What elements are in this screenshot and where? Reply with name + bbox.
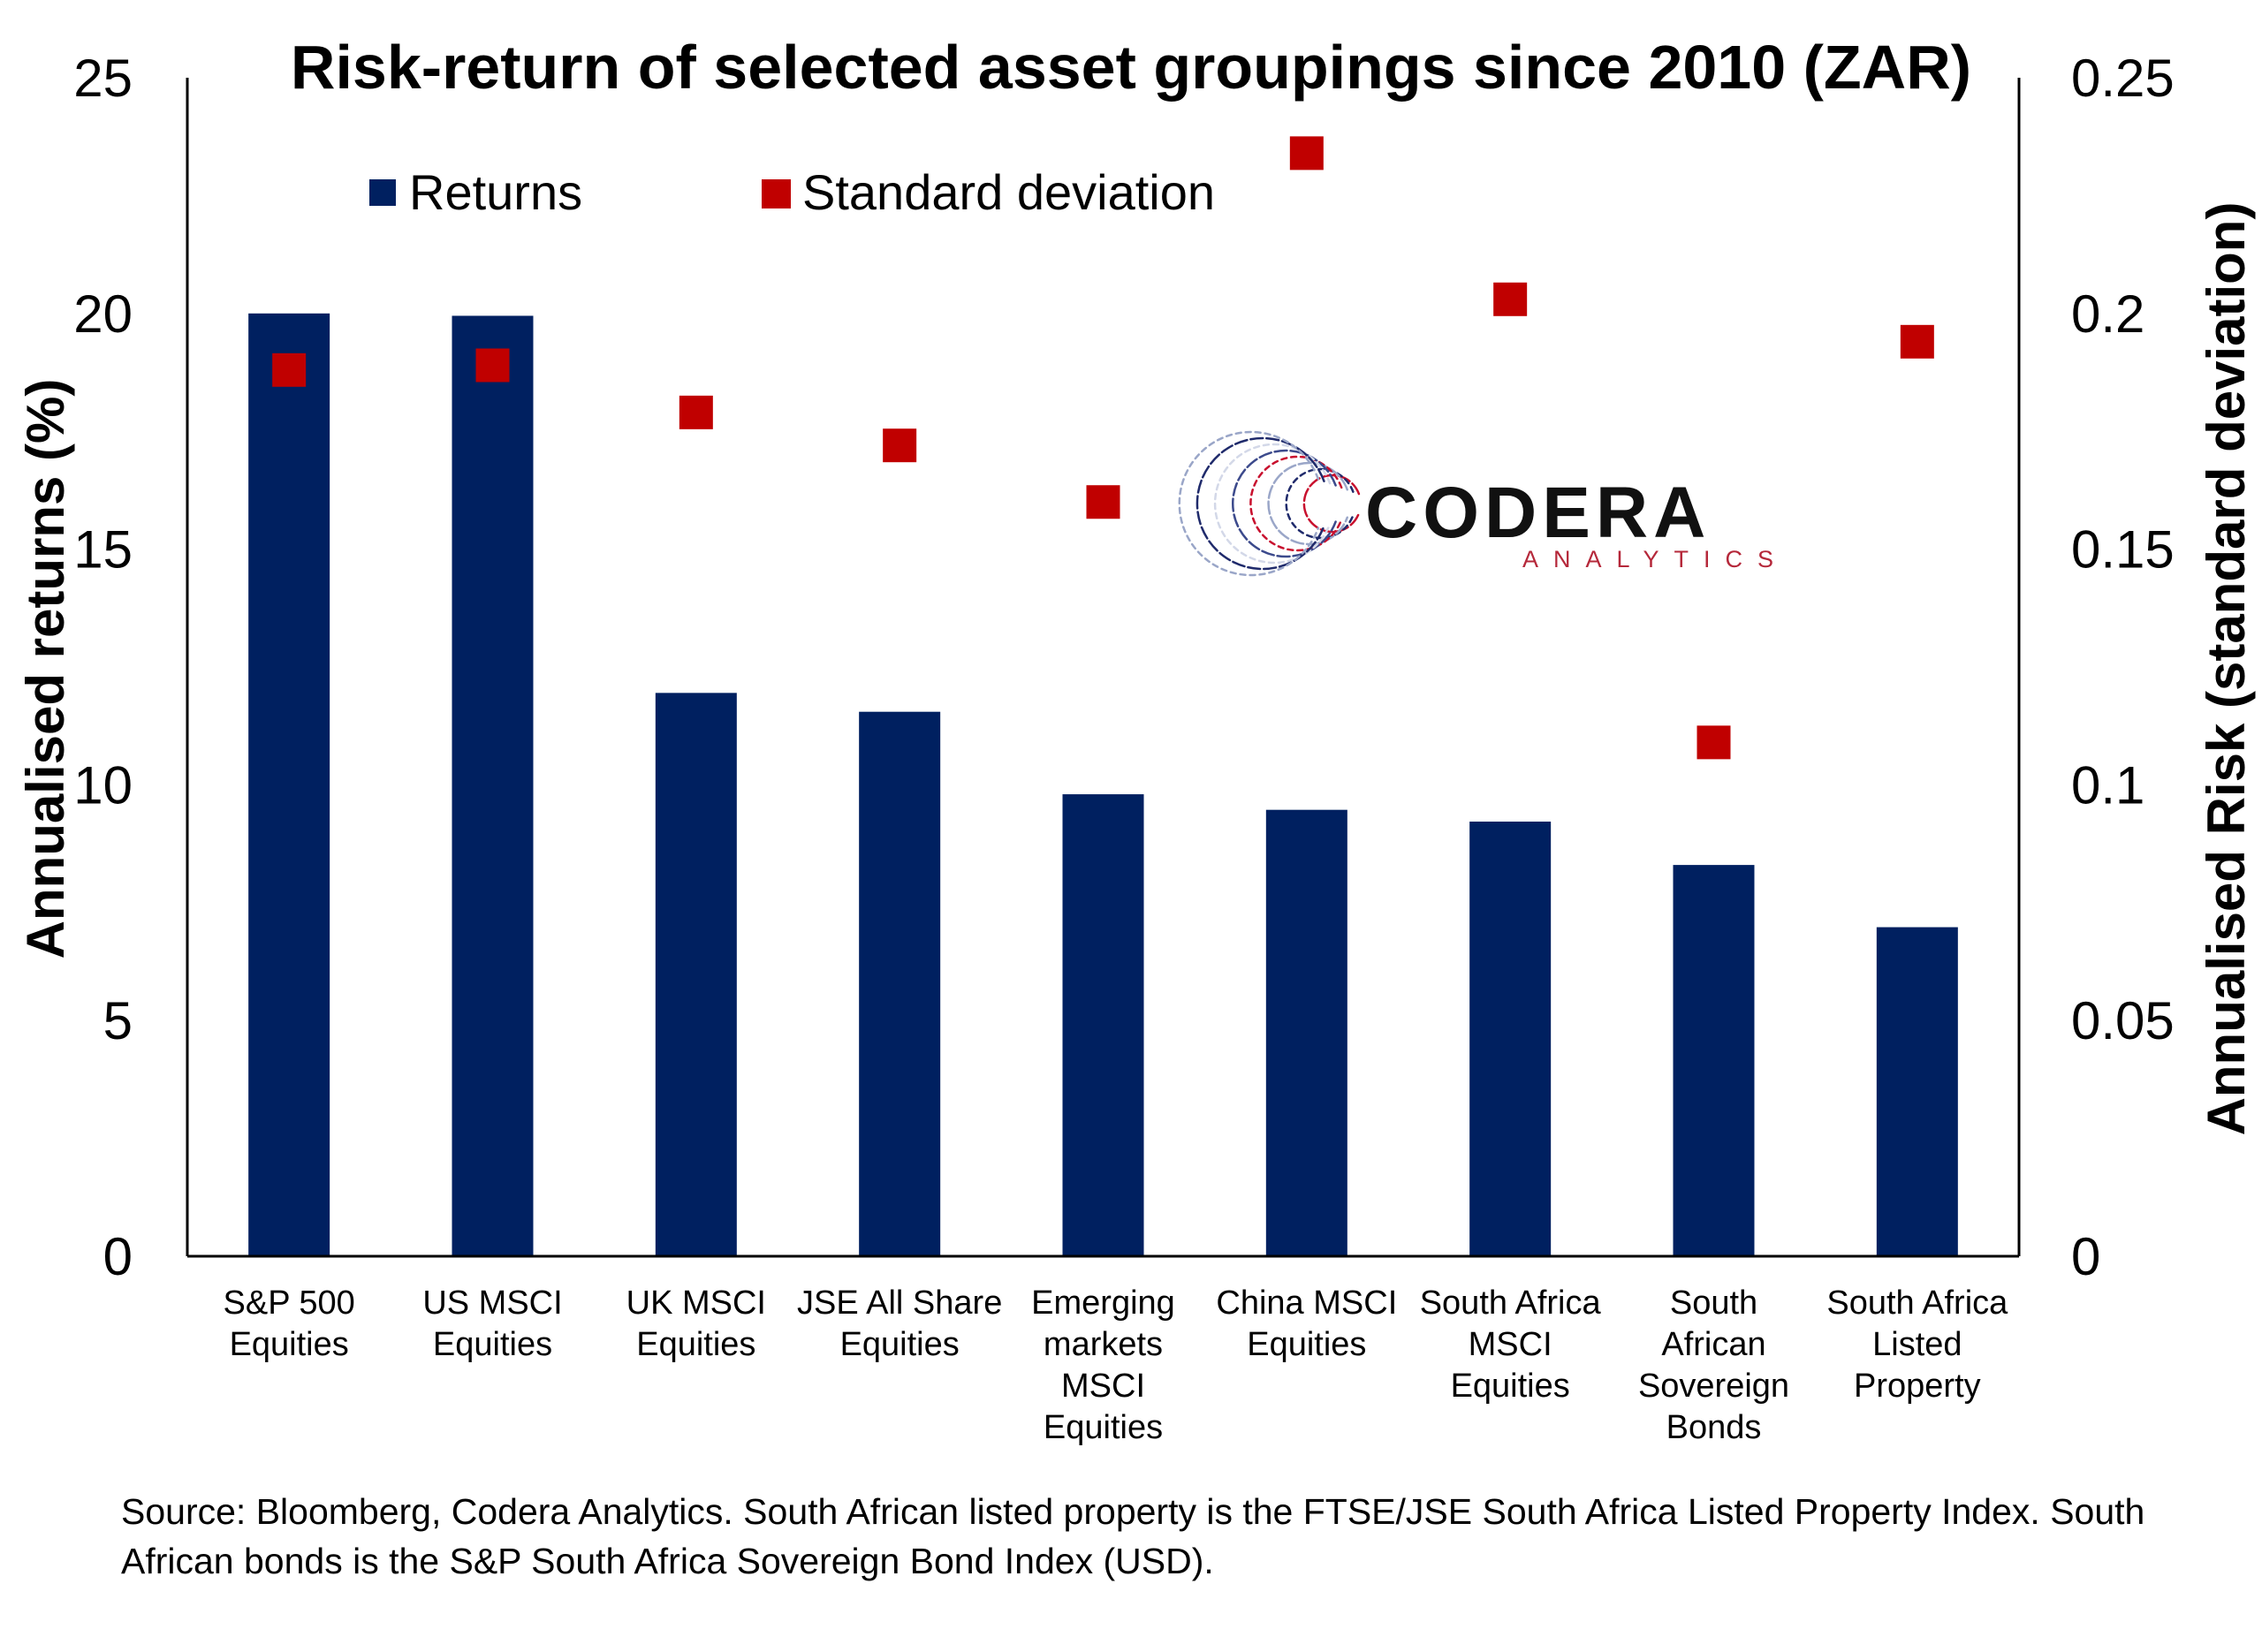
- marker-stdev-7: [1696, 725, 1731, 760]
- bar-returns-6: [1469, 822, 1552, 1256]
- y2-tick-label: 0.25: [2071, 49, 2175, 108]
- marker-stdev-1: [475, 348, 510, 383]
- codera-logo: CODERA ANALYTICS: [1178, 430, 1788, 577]
- y-tick-label: 0: [103, 1227, 133, 1286]
- y2-tick-label: 0.15: [2071, 520, 2175, 580]
- bar-returns-1: [452, 315, 534, 1256]
- marker-stdev-2: [679, 395, 713, 429]
- logo-arc: [1178, 430, 1320, 577]
- y2-tick-label: 0: [2071, 1227, 2100, 1286]
- logo-arc: [1302, 474, 1361, 534]
- bar-returns-2: [655, 693, 737, 1256]
- marker-stdev-4: [1086, 485, 1120, 519]
- marker-stdev-3: [883, 428, 917, 463]
- chart-title: Risk-return of selected asset groupings …: [291, 33, 1971, 102]
- legend-stdev-label: Standard deviation: [802, 164, 1215, 220]
- logo-arc: [1196, 436, 1325, 571]
- logo-name: CODERA: [1365, 473, 1711, 553]
- y-tick-label: 15: [73, 520, 133, 580]
- bar-returns-5: [1265, 809, 1347, 1256]
- y-tick-label: 5: [103, 991, 133, 1050]
- marker-stdev-0: [272, 352, 307, 387]
- y2-axis-label: Annualised Risk (standard deviation): [2197, 202, 2256, 1136]
- y-tick-label: 10: [73, 755, 133, 815]
- category-label-2: UK MSCI Equities: [626, 1284, 766, 1363]
- category-label-6: South Africa MSCI Equities: [1420, 1284, 1602, 1405]
- y2-tick-label: 0.05: [2071, 991, 2175, 1050]
- marker-stdev-5: [1289, 136, 1324, 171]
- category-label-3: JSE All Share Equities: [797, 1284, 1002, 1363]
- bar-returns-0: [248, 313, 330, 1256]
- bar-returns-3: [859, 711, 941, 1256]
- legend: Returns Standard deviation: [369, 164, 1215, 220]
- y2-tick-label: 0.1: [2071, 755, 2144, 815]
- logo-subtitle: ANALYTICS: [1522, 546, 1788, 572]
- category-label-0: S&P 500 Equities: [224, 1284, 355, 1363]
- bar-returns-8: [1876, 927, 1958, 1256]
- source-note: Source: Bloomberg, Codera Analytics. Sou…: [121, 1491, 2145, 1581]
- marker-stdev-6: [1493, 282, 1528, 316]
- category-label-7: South African Sovereign Bonds: [1638, 1284, 1789, 1446]
- marker-stdev-8: [1900, 324, 1934, 359]
- bar-returns-4: [1062, 794, 1144, 1256]
- legend-returns-swatch: [369, 179, 396, 206]
- codera-logo-arcs: [1178, 430, 1361, 577]
- legend-returns-label: Returns: [409, 164, 582, 220]
- y-axis-label: Annualised returns (%): [16, 379, 75, 959]
- category-label-5: China MSCI Equities: [1216, 1284, 1397, 1363]
- y-tick-label: 20: [73, 284, 133, 344]
- category-label-1: US MSCI Equities: [422, 1284, 562, 1363]
- legend-stdev-swatch: [762, 179, 791, 208]
- category-label-8: South Africa Listed Property: [1826, 1284, 2008, 1405]
- bar-returns-7: [1673, 865, 1755, 1256]
- y2-tick-label: 0.2: [2071, 284, 2144, 344]
- category-label-4: Emerging markets MSCI Equities: [1031, 1284, 1175, 1446]
- y-tick-label: 25: [73, 49, 133, 108]
